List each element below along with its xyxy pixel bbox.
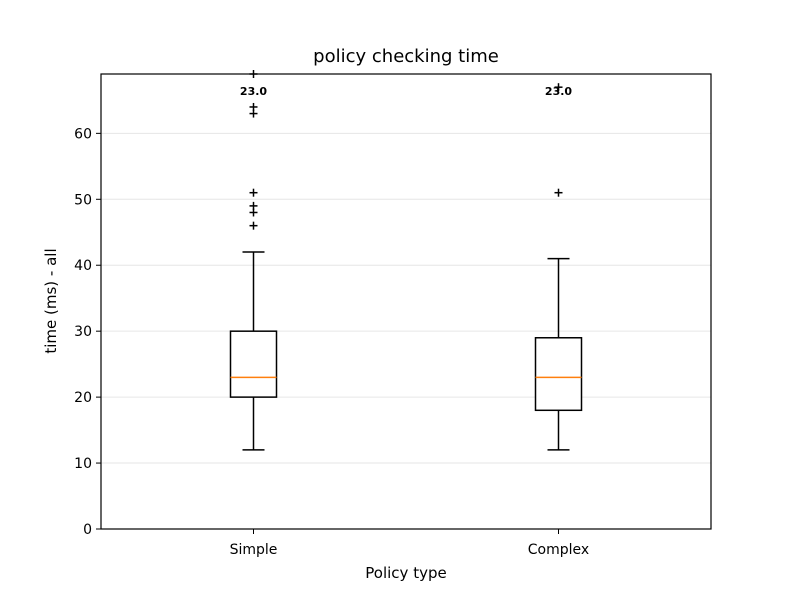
iqr-box bbox=[229, 330, 278, 398]
axes: 0 10 20 30 40 50 60 Simple Complex bbox=[74, 126, 589, 558]
x-tick-label: Complex bbox=[528, 542, 589, 558]
box-complex: 23.0 bbox=[534, 83, 583, 451]
outlier-point bbox=[249, 188, 258, 197]
y-tick-label: 20 bbox=[74, 390, 92, 406]
outlier-point bbox=[249, 201, 258, 210]
chart-title: policy checking time bbox=[313, 46, 499, 67]
y-tick-label: 40 bbox=[74, 258, 92, 274]
plot-area: 23.0 23.0 bbox=[229, 70, 583, 451]
outlier-point bbox=[249, 221, 258, 230]
plot-frame bbox=[100, 73, 712, 530]
iqr-box bbox=[534, 337, 583, 412]
median-value-label: 23.0 bbox=[240, 85, 267, 98]
outlier-point bbox=[554, 83, 563, 92]
outlier-point bbox=[249, 102, 258, 111]
y-tick-label: 30 bbox=[74, 324, 92, 340]
x-tick-label: Simple bbox=[230, 542, 278, 558]
x-axis-title: Policy type bbox=[365, 564, 446, 582]
y-tick-label: 50 bbox=[74, 192, 92, 208]
median-value-label: 23.0 bbox=[545, 85, 572, 98]
y-tick-label: 0 bbox=[83, 522, 92, 538]
y-tick-label: 10 bbox=[74, 456, 92, 472]
y-tick-label: 60 bbox=[74, 126, 92, 142]
y-axis-title: time (ms) - all bbox=[42, 248, 60, 353]
grid-lines bbox=[101, 132, 711, 464]
box-simple: 23.0 bbox=[229, 70, 278, 451]
outlier-point bbox=[554, 188, 563, 197]
